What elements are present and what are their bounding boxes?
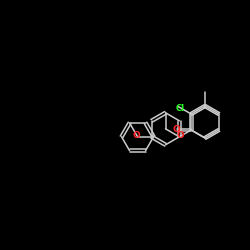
Text: Cl: Cl — [175, 104, 184, 113]
Text: O: O — [132, 131, 140, 140]
Text: O: O — [173, 125, 180, 134]
Text: O: O — [176, 131, 184, 140]
